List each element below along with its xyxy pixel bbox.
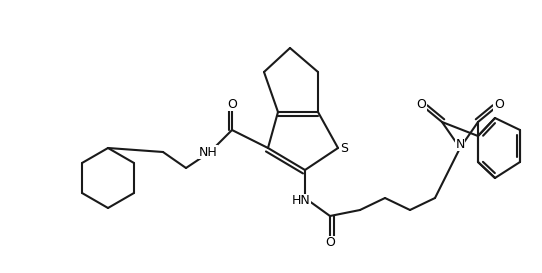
- Text: O: O: [494, 97, 504, 111]
- Text: O: O: [416, 97, 426, 111]
- Text: O: O: [325, 236, 335, 250]
- Text: N: N: [455, 138, 464, 150]
- Text: HN: HN: [292, 194, 311, 207]
- Text: O: O: [227, 97, 237, 111]
- Text: S: S: [340, 141, 348, 155]
- Text: NH: NH: [198, 146, 217, 159]
